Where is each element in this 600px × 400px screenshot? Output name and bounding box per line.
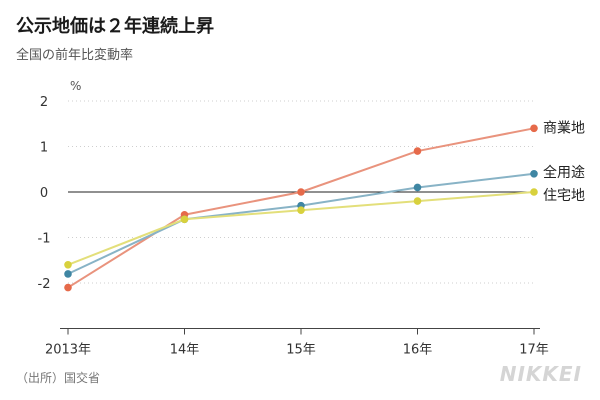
series-label: 全用途: [543, 164, 585, 181]
data-point: [297, 188, 305, 196]
x-tick-label: 2013年: [45, 343, 91, 358]
x-tick-label: 14年: [170, 343, 200, 358]
series-label: 商業地: [543, 120, 585, 136]
brand-logo: NIKKEI: [499, 362, 582, 386]
data-point: [64, 261, 72, 269]
y-tick-label: 1: [40, 141, 48, 156]
chart-title: 公示地価は２年連続上昇: [16, 16, 214, 37]
data-point: [530, 124, 538, 133]
y-axis-unit: %: [70, 79, 81, 93]
y-tick-label: 0: [40, 186, 48, 201]
data-point: [530, 188, 538, 196]
y-tick-label: 2: [40, 95, 48, 110]
y-tick-label: -1: [38, 232, 51, 247]
series-label: 住宅地: [543, 188, 585, 204]
source-note: （出所）国交省: [16, 371, 101, 385]
data-point: [64, 283, 72, 292]
x-tick-label: 17年: [519, 343, 549, 358]
x-tick-label: 15年: [286, 343, 316, 358]
x-tick-label: 16年: [403, 343, 433, 358]
data-point: [297, 206, 305, 214]
y-tick-label: -2: [38, 277, 51, 292]
data-point: [413, 147, 422, 155]
data-point: [530, 170, 538, 178]
chart-subtitle: 全国の前年比変動率: [16, 48, 134, 63]
data-point: [180, 215, 189, 224]
data-point: [413, 183, 422, 192]
data-point: [64, 270, 72, 278]
data-point: [413, 197, 422, 205]
